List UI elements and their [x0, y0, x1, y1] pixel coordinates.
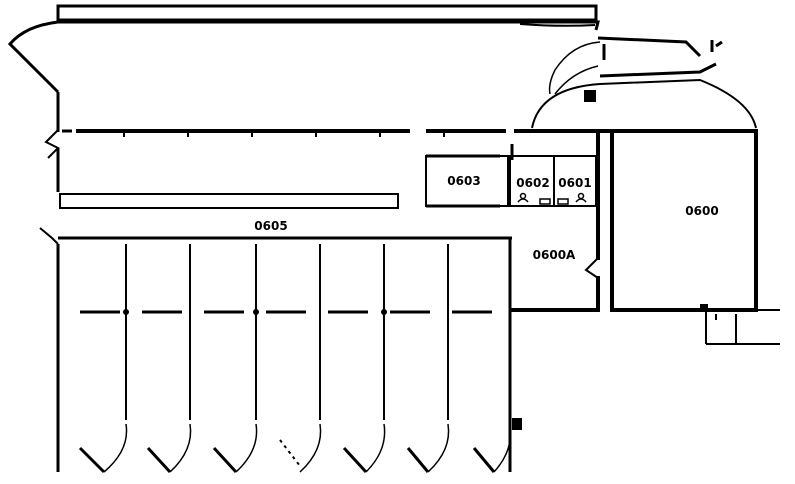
stall-grid — [56, 244, 522, 472]
column-marker — [584, 90, 596, 102]
stall-doors — [78, 423, 512, 474]
room-0600a-label: 0600A — [533, 248, 576, 262]
room-0603-label: 0603 — [447, 174, 480, 188]
entrance-area — [531, 36, 757, 129]
corridor-walls — [39, 129, 758, 245]
room-0601-label: 0601 — [558, 176, 591, 190]
small-rooms — [425, 144, 597, 310]
room-0600-label: 0600 — [685, 204, 718, 218]
room-0602-label: 0602 — [516, 176, 549, 190]
room-0605-label: 0605 — [254, 219, 287, 233]
top-canopy — [7, 4, 600, 132]
large-rooms — [510, 129, 780, 345]
